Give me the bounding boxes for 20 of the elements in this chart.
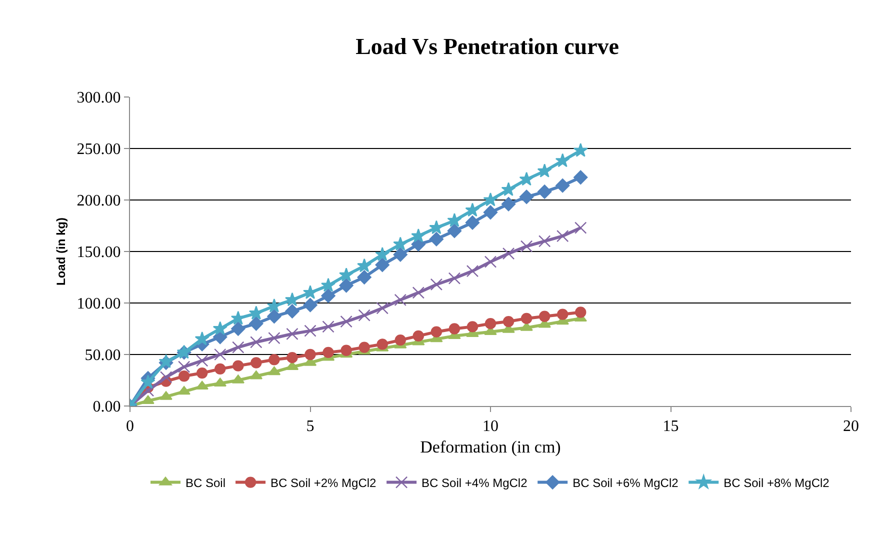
x-tick-label: 0 [126, 418, 134, 436]
chart-title: Load Vs Penetration curve [356, 34, 620, 59]
x-tick-label: 5 [306, 418, 314, 436]
y-tick-label: 0.00 [92, 398, 121, 416]
y-tick-label: 300.00 [76, 90, 121, 107]
x-tick-label: 20 [843, 418, 859, 436]
legend-label: BC Soil [186, 476, 226, 490]
y-axis-title: Load (in kg) [54, 218, 68, 286]
legend-label: BC Soil +4% MgCl2 [422, 476, 528, 490]
y-tick-label: 100.00 [76, 296, 121, 313]
y-tick-label: 200.00 [76, 192, 121, 210]
legend-label: BC Soil +2% MgCl2 [270, 476, 377, 490]
y-tick-label: 250.00 [76, 141, 121, 158]
y-tick-label: 150.00 [76, 244, 121, 262]
x-axis-title: Deformation (in cm) [420, 438, 561, 457]
x-tick-label: 10 [482, 418, 498, 436]
legend-label: BC Soil +8% MgCl2 [724, 476, 830, 490]
y-tick-label: 50.00 [84, 347, 121, 364]
x-tick-label: 15 [662, 418, 679, 436]
legend-label: BC Soil +6% MgCl2 [572, 476, 679, 490]
